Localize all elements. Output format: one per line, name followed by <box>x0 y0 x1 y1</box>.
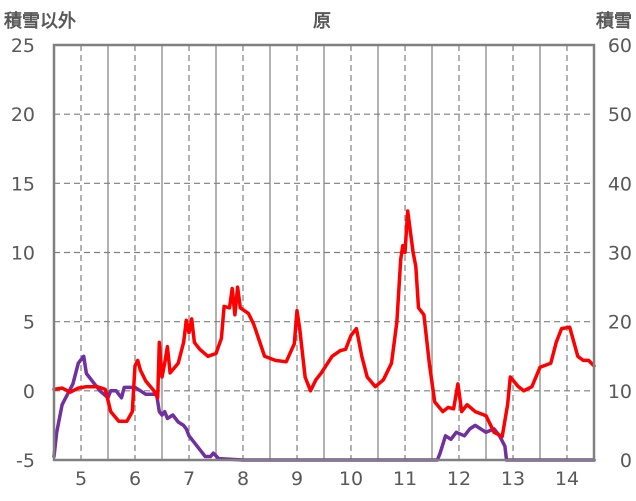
grid <box>54 45 594 460</box>
tick-labels: -5 0 5 10 15 20 25 0 10 20 30 40 50 60 5 6 7 8 9 10 11 12 13 14 <box>11 35 632 490</box>
x-tick-label: 5 <box>75 468 87 490</box>
y-right-tick-label: 20 <box>608 312 632 334</box>
y-right-tick-label: 0 <box>620 450 632 472</box>
x-tick-label: 14 <box>555 468 579 490</box>
y-right-tick-label: 50 <box>608 104 632 126</box>
x-tick-label: 10 <box>339 468 363 490</box>
x-tick-label: 9 <box>291 468 303 490</box>
y-right-tick-label: 40 <box>608 173 632 195</box>
x-tick-label: 6 <box>129 468 141 490</box>
x-tick-label: 11 <box>393 468 417 490</box>
y-left-tick-label: 25 <box>11 35 35 57</box>
y-left-tick-label: 15 <box>11 173 35 195</box>
series-group <box>52 209 596 462</box>
y-left-tick-label: 5 <box>23 312 35 334</box>
x-tick-label: 7 <box>183 468 195 490</box>
x-tick-label: 12 <box>447 468 471 490</box>
x-tick-label: 13 <box>501 468 525 490</box>
series-line-red <box>52 209 596 439</box>
plot-area-frame <box>52 43 596 462</box>
chart-title: 原 <box>313 11 331 32</box>
left-axis-title: 積雪以外 <box>3 10 76 32</box>
right-axis-title: 積雪 <box>595 10 632 32</box>
x-tick-label: 8 <box>237 468 249 490</box>
y-left-tick-label: 0 <box>23 381 35 403</box>
y-left-tick-label: 20 <box>11 104 35 126</box>
y-left-tick-label: -5 <box>16 450 35 472</box>
y-left-tick-label: 10 <box>11 243 35 265</box>
y-right-tick-label: 30 <box>608 243 632 265</box>
y-right-tick-label: 60 <box>608 35 632 57</box>
y-right-tick-label: 10 <box>608 381 632 403</box>
